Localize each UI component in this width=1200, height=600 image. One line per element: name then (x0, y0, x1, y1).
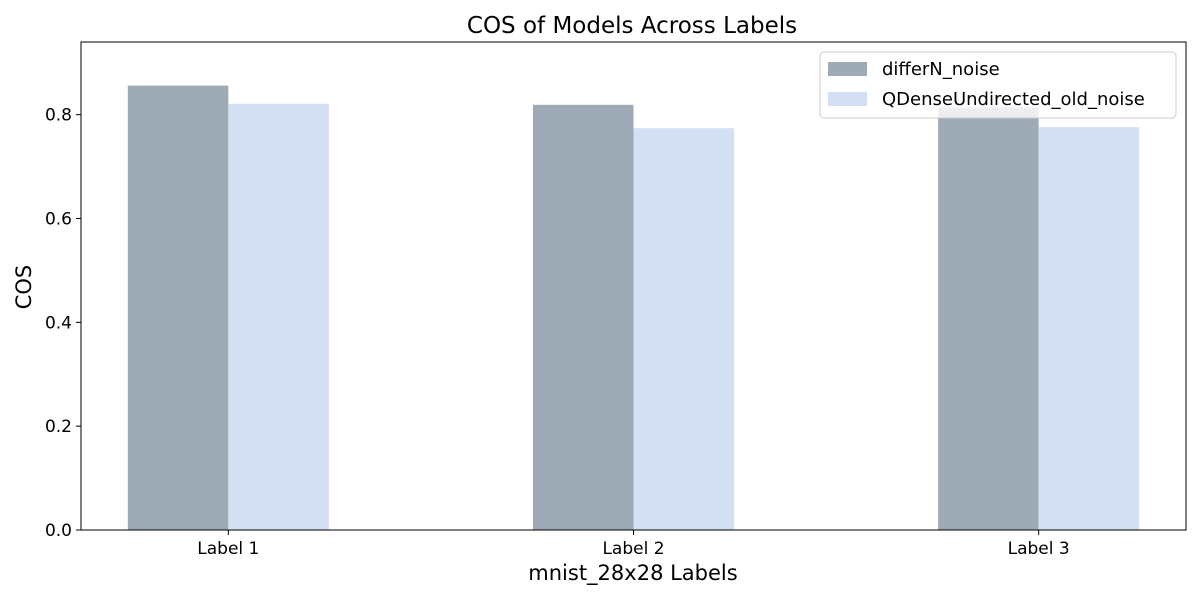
x-axis: Label 1 Label 2 Label 3 (197, 530, 1070, 559)
bar-differN_noise-label-2 (532, 104, 634, 531)
x-tick-label: Label 1 (197, 539, 259, 559)
y-tick-label: 0.8 (45, 106, 72, 126)
y-tick-label: 0.0 (45, 521, 72, 541)
y-tick-label: 0.2 (45, 417, 72, 437)
bar-QDenseUndirected_old_noise-label-3 (1038, 127, 1140, 530)
chart-title: COS of Models Across Labels (467, 13, 797, 39)
y-tick-label: 0.6 (45, 210, 72, 230)
legend-swatch (828, 62, 867, 76)
legend: differN_noise QDenseUndirected_old_noise (819, 51, 1177, 119)
legend-box (819, 51, 1177, 119)
bars-group (127, 85, 1140, 531)
x-axis-label: mnist_28x28 Labels (528, 561, 737, 586)
y-axis: 0.0 0.2 0.4 0.6 0.8 (45, 106, 81, 541)
legend-label: QDenseUndirected_old_noise (882, 89, 1145, 110)
bar-QDenseUndirected_old_noise-label-2 (633, 128, 735, 531)
legend-label: differN_noise (882, 59, 1000, 80)
x-tick-label: Label 3 (1008, 539, 1070, 559)
legend-swatch (828, 92, 867, 106)
bar-differN_noise-label-3 (938, 107, 1039, 530)
y-tick-label: 0.4 (45, 313, 72, 333)
bar-differN_noise-label-1 (127, 85, 229, 530)
bar-QDenseUndirected_old_noise-label-1 (228, 103, 329, 531)
y-axis-label: COS (12, 265, 36, 310)
x-tick-label: Label 2 (602, 539, 664, 559)
